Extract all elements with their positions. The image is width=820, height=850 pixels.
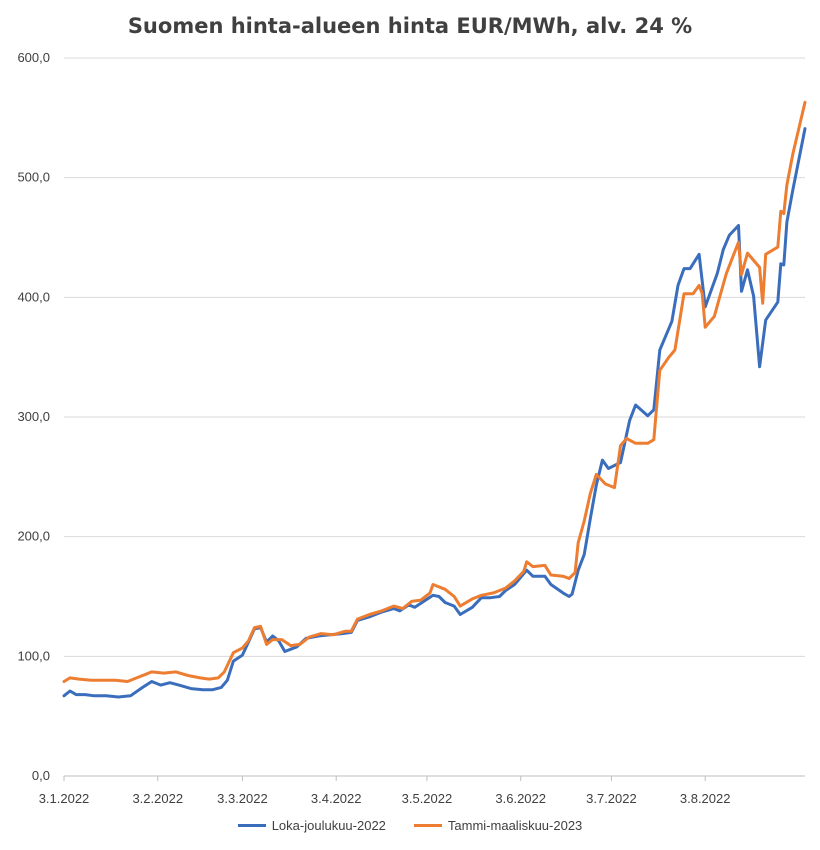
legend-swatch-series-1 xyxy=(237,824,266,827)
grid-lines xyxy=(64,57,805,777)
legend-item-series-1[interactable]: Loka-joulukuu-2022 xyxy=(237,818,386,833)
y-tick-label: 600,0 xyxy=(17,50,50,65)
legend-label-series-1: Loka-joulukuu-2022 xyxy=(271,818,386,833)
x-tick-label: 3.1.2022 xyxy=(39,791,90,806)
y-tick-label: 500,0 xyxy=(17,170,50,185)
x-tick-label: 3.3.2022 xyxy=(217,791,268,806)
x-tick-label: 3.7.2022 xyxy=(586,791,637,806)
y-tick-label: 0,0 xyxy=(32,768,50,783)
x-tick-label: 3.5.2022 xyxy=(402,791,453,806)
series-lines xyxy=(62,100,807,699)
legend-label-series-2: Tammi-maaliskuu-2023 xyxy=(447,818,583,833)
legend-swatch-series-2 xyxy=(413,824,442,827)
y-axis-tick-labels: 0,0 100,0 200,0 300,0 400,0 500,0 600,0 xyxy=(17,50,50,783)
x-tick-label: 3.2.2022 xyxy=(132,791,183,806)
legend-item-series-2[interactable]: Tammi-maaliskuu-2023 xyxy=(413,818,583,833)
y-tick-label: 400,0 xyxy=(17,289,50,304)
chart-legend: Loka-joulukuu-2022 Tammi-maaliskuu-2023 xyxy=(0,818,820,833)
x-tick-label: 3.8.2022 xyxy=(680,791,731,806)
x-axis-tick-labels: 3.1.2022 3.2.2022 3.3.2022 3.4.2022 3.5.2022… xyxy=(39,776,731,806)
y-tick-label: 100,0 xyxy=(17,648,50,663)
x-tick-label: 3.4.2022 xyxy=(311,791,362,806)
x-tick-label: 3.6.2022 xyxy=(495,791,546,806)
series-line-1 xyxy=(62,127,807,699)
y-tick-label: 200,0 xyxy=(17,529,50,544)
series-line-2 xyxy=(62,100,807,683)
chart-title: Suomen hinta-alueen hinta EUR/MWh, alv. … xyxy=(127,14,693,38)
y-tick-label: 300,0 xyxy=(17,409,50,424)
